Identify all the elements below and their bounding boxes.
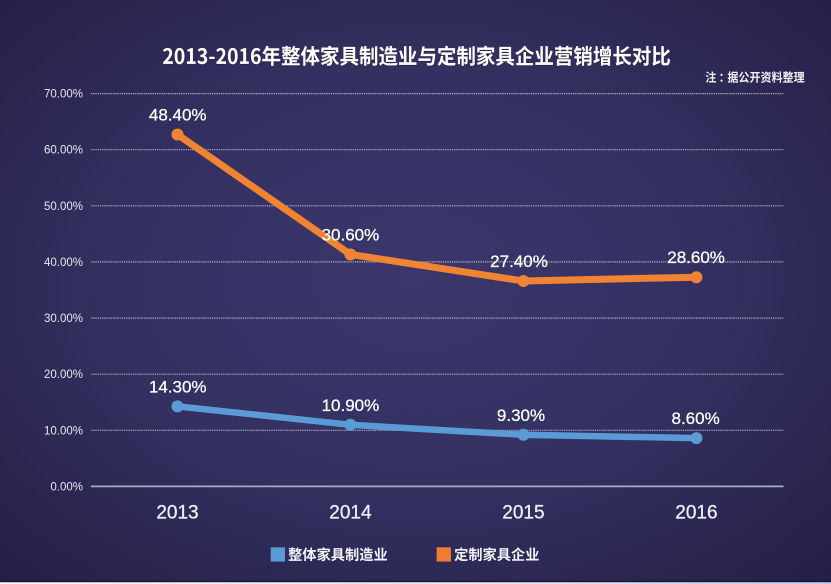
- svg-text:10.00%: 10.00%: [44, 425, 83, 437]
- svg-text:2015: 2015: [502, 503, 544, 524]
- svg-text:2016: 2016: [675, 503, 717, 524]
- svg-text:70.00%: 70.00%: [44, 89, 83, 101]
- svg-text:60.00%: 60.00%: [44, 145, 83, 157]
- svg-text:0.00%: 0.00%: [50, 481, 83, 493]
- svg-text:8.60%: 8.60%: [671, 409, 719, 428]
- svg-text:48.40%: 48.40%: [149, 106, 207, 125]
- svg-text:10.90%: 10.90%: [322, 396, 380, 415]
- svg-text:20.00%: 20.00%: [44, 369, 83, 381]
- svg-text:9.30%: 9.30%: [497, 406, 545, 425]
- svg-text:30.00%: 30.00%: [44, 313, 83, 325]
- svg-text:30.60%: 30.60%: [322, 225, 380, 244]
- svg-text:28.60%: 28.60%: [667, 248, 725, 267]
- svg-text:27.40%: 27.40%: [490, 252, 548, 271]
- svg-text:2013: 2013: [156, 503, 198, 524]
- svg-text:14.30%: 14.30%: [149, 377, 207, 396]
- svg-text:50.00%: 50.00%: [44, 201, 83, 213]
- svg-text:2014: 2014: [329, 503, 372, 524]
- svg-text:40.00%: 40.00%: [44, 257, 83, 269]
